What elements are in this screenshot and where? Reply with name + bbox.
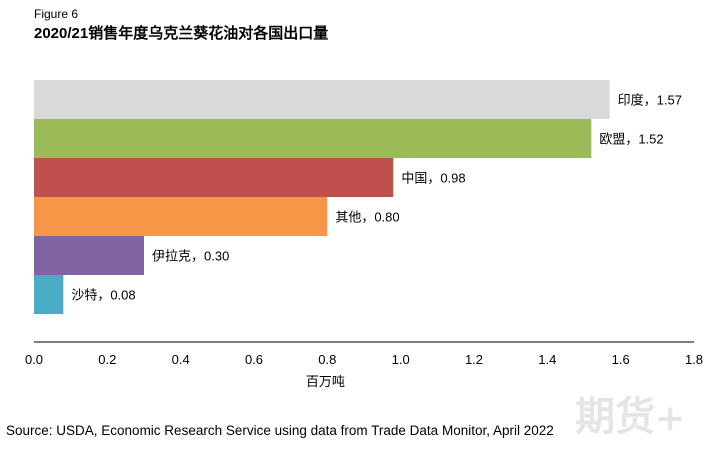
figure-label: Figure 6 [34, 7, 79, 21]
x-tick-label: 0.2 [98, 352, 116, 367]
x-tick-label: 0.0 [25, 352, 43, 367]
bar-0 [34, 80, 610, 119]
x-tick-labels: 0.0 0.2 0.4 0.6 0.8 1.0 1.2 1.4 1.6 1.8 [25, 352, 703, 367]
x-tick-label: 1.8 [685, 352, 703, 367]
x-axis-title: 百万吨 [306, 374, 345, 389]
watermark-logo: 期货+ [575, 384, 685, 442]
x-tick-label: 1.6 [612, 352, 630, 367]
watermark-text: 期货 [575, 394, 655, 440]
bar-1 [34, 119, 592, 158]
x-tick-label: 1.0 [392, 352, 410, 367]
chart-title: 2020/21销售年度乌克兰葵花油对各国出口量 [34, 25, 329, 42]
x-tick-label: 1.4 [538, 352, 556, 367]
bar-data-label: 伊拉克，0.30 [152, 249, 229, 264]
watermark-plus: + [655, 398, 686, 439]
bar-labels-group: 印度，1.57 欧盟，1.52 中国，0.98 其他，0.80 伊拉克，0.30 沙特，0… [71, 93, 682, 303]
x-tick-label: 0.6 [245, 352, 263, 367]
bar-4 [34, 236, 144, 275]
bar-5 [34, 275, 64, 314]
bar-2 [34, 158, 394, 197]
bar-3 [34, 197, 328, 236]
bar-data-label: 印度，1.57 [618, 93, 682, 108]
x-tick-label: 1.2 [465, 352, 483, 367]
bar-data-label: 欧盟，1.52 [599, 132, 663, 147]
bar-data-label: 中国，0.98 [401, 171, 465, 186]
bar-data-label: 沙特，0.08 [71, 288, 135, 303]
source-note: Source: USDA, Economic Research Service … [6, 423, 554, 438]
bars-group [34, 80, 610, 314]
bar-data-label: 其他，0.80 [335, 210, 399, 225]
x-tick-label: 0.4 [172, 352, 190, 367]
x-tick-label: 0.8 [318, 352, 336, 367]
